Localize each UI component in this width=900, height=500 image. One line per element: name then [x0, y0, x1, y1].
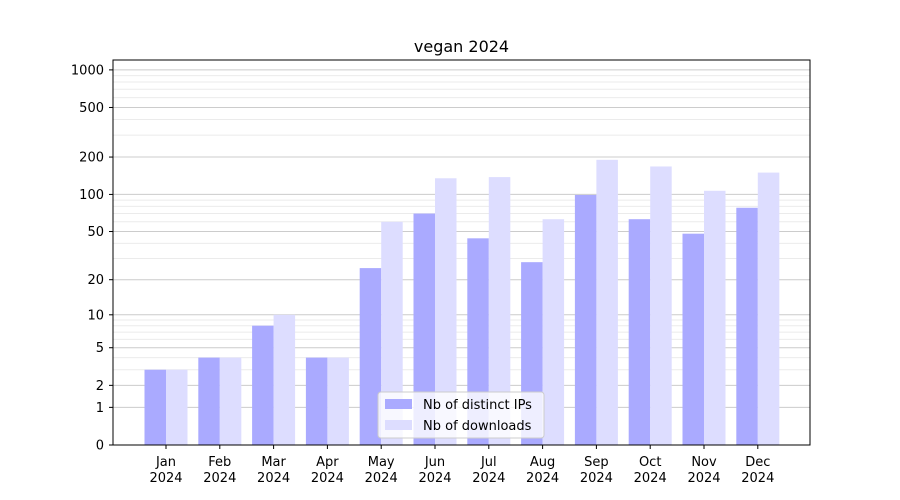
bar-downloads: [381, 221, 403, 445]
y-tick-label: 2: [96, 379, 104, 394]
x-tick-label-month: Nov: [691, 455, 717, 470]
y-tick-label: 1: [96, 401, 104, 416]
x-tick-label-year: 2024: [365, 471, 398, 486]
x-tick-label-year: 2024: [687, 471, 720, 486]
x-tick-label-year: 2024: [634, 471, 667, 486]
x-tick-label-year: 2024: [741, 471, 774, 486]
y-tick-label: 20: [87, 273, 104, 288]
x-tick-label-year: 2024: [472, 471, 505, 486]
bar-distinct-ips: [198, 357, 220, 445]
legend-box: [377, 391, 545, 439]
x-tick-label-month: Jun: [424, 455, 445, 470]
bar-distinct-ips: [359, 268, 382, 445]
x-tick-label-month: Sep: [584, 455, 609, 470]
bar-downloads: [273, 314, 296, 445]
x-tick-label-year: 2024: [203, 471, 236, 486]
x-tick-label-year: 2024: [418, 471, 451, 486]
x-tick-label-month: Oct: [639, 455, 661, 470]
legend-label: Nb of downloads: [423, 419, 532, 434]
y-tick-label: 50: [87, 225, 104, 240]
bar-downloads: [704, 190, 726, 445]
x-tick-label-year: 2024: [311, 471, 344, 486]
y-tick-label: 200: [79, 151, 104, 166]
bar-downloads: [650, 166, 672, 445]
y-tick-label: 5: [96, 341, 104, 356]
bar-downloads: [488, 177, 511, 445]
y-axis: 0 1 2 5 10 20 50 100 200 500 1000: [71, 63, 113, 454]
x-tick-label-month: May: [368, 455, 395, 470]
bar-distinct-ips: [628, 219, 651, 445]
y-tick-label: 1000: [71, 63, 104, 78]
legend: Nb of distinct IPs Nb of downloads: [377, 391, 545, 439]
bar-downloads: [596, 159, 618, 445]
y-tick-label: 0: [96, 439, 104, 454]
x-axis: Jan2024Feb2024Mar2024Apr2024May2024Jun20…: [149, 445, 774, 486]
x-tick-label-year: 2024: [526, 471, 559, 486]
bar-distinct-ips: [144, 369, 166, 445]
x-tick-label-year: 2024: [257, 471, 290, 486]
bar-distinct-ips: [574, 194, 597, 445]
bar-distinct-ips: [413, 213, 435, 445]
bar-distinct-ips: [252, 325, 274, 445]
bar-distinct-ips: [736, 207, 758, 445]
x-tick-label-month: Jul: [480, 455, 497, 470]
legend-swatch: [385, 420, 412, 430]
x-tick-label-month: Jan: [155, 455, 176, 470]
plot-frame: [112, 59, 811, 446]
bar-downloads: [435, 178, 457, 445]
y-tick-label: 10: [87, 308, 104, 323]
legend-label: Nb of distinct IPs: [423, 398, 532, 413]
y-tick-label: 100: [79, 188, 104, 203]
bar-downloads: [219, 357, 242, 445]
y-tick-label: 500: [79, 101, 104, 116]
legend-swatch: [385, 399, 412, 409]
x-tick-label-month: Mar: [261, 455, 286, 470]
bar-downloads: [757, 172, 780, 445]
x-tick-label-year: 2024: [580, 471, 613, 486]
x-tick-label-month: Dec: [745, 455, 770, 470]
bar-downloads: [327, 357, 349, 445]
bar-distinct-ips: [682, 233, 704, 445]
bar-distinct-ips: [305, 357, 328, 445]
x-tick-label-month: Aug: [530, 455, 555, 470]
x-tick-label-year: 2024: [149, 471, 182, 486]
x-tick-label-month: Feb: [208, 455, 231, 470]
bar-downloads: [166, 369, 188, 445]
x-tick-label-month: Apr: [316, 455, 339, 470]
bar-downloads: [542, 219, 565, 445]
chart-title: vegan 2024: [414, 37, 509, 56]
